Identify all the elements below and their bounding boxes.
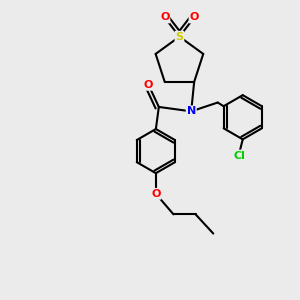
Text: O: O: [190, 13, 199, 22]
Text: O: O: [151, 189, 160, 199]
Text: Cl: Cl: [234, 151, 246, 160]
Text: S: S: [176, 32, 183, 42]
Text: N: N: [187, 106, 196, 116]
Text: O: O: [160, 13, 169, 22]
Text: O: O: [144, 80, 153, 90]
